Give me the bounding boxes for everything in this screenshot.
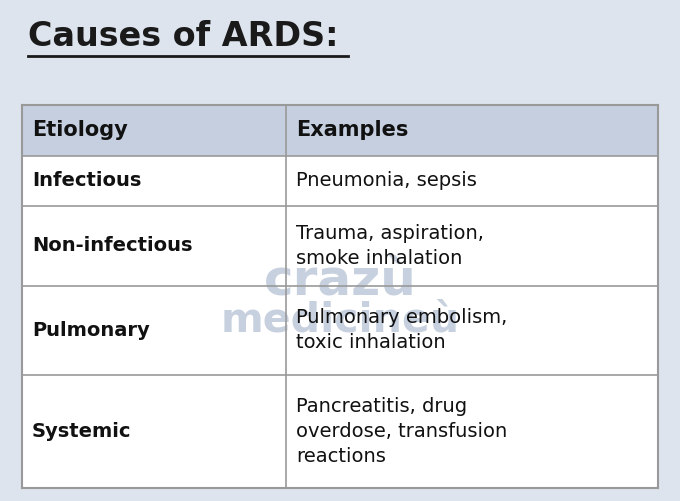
Text: crazù: crazù <box>264 257 416 305</box>
Bar <box>22 105 658 156</box>
Text: Etiology: Etiology <box>32 120 128 140</box>
Text: Pulmonary: Pulmonary <box>32 321 150 340</box>
Text: Non-infectious: Non-infectious <box>32 236 192 256</box>
Text: Pneumonia, sepsis: Pneumonia, sepsis <box>296 171 477 190</box>
Text: Infectious: Infectious <box>32 171 141 190</box>
Bar <box>22 105 658 488</box>
Text: Causes of ARDS:: Causes of ARDS: <box>28 20 339 53</box>
Text: Pancreatitis, drug
overdose, transfusion
reactions: Pancreatitis, drug overdose, transfusion… <box>296 397 507 466</box>
Text: Pulmonary embolism,
toxic inhalation: Pulmonary embolism, toxic inhalation <box>296 308 507 352</box>
Text: Trauma, aspiration,
smoke inhalation: Trauma, aspiration, smoke inhalation <box>296 224 483 268</box>
Text: Examples: Examples <box>296 120 408 140</box>
Text: medicineù: medicineù <box>220 301 460 341</box>
Text: Systemic: Systemic <box>32 422 131 441</box>
